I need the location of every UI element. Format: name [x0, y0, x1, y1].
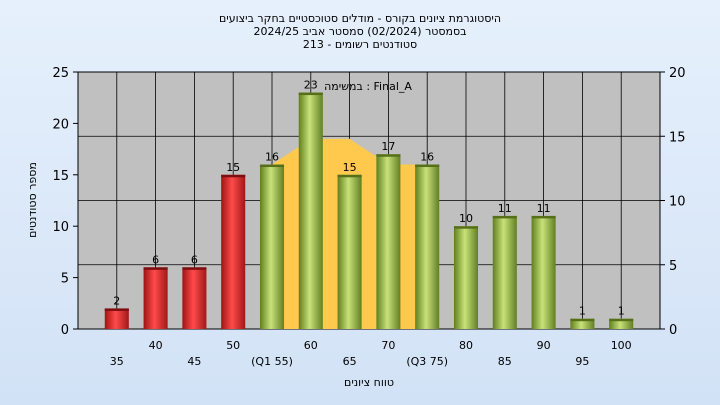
- chart-title-line-3: 213 - סטודנטים רשומים: [303, 38, 417, 51]
- y-axis-title: מספר סטודנטים: [26, 162, 39, 238]
- bar-data-label: 2: [113, 294, 120, 307]
- x-tick-label: 100: [611, 339, 632, 352]
- bar: [104, 308, 129, 329]
- bar-data-label: 23: [304, 79, 318, 92]
- y2-tick-label: 5: [669, 259, 677, 274]
- x-axis-title: טווח ציונים: [344, 376, 394, 389]
- y2-tick-label: 15: [669, 130, 686, 145]
- bar-data-label: 6: [152, 253, 159, 266]
- y2-tick-label: 0: [669, 323, 677, 338]
- bar-top-edge: [221, 174, 246, 178]
- bar-data-label: 1: [618, 305, 625, 318]
- bar: [376, 154, 401, 329]
- bars-layer: [104, 92, 634, 329]
- x-tick-label: 50: [226, 339, 240, 352]
- x-tick-label: 35: [110, 355, 124, 368]
- bar-top-edge: [298, 92, 323, 96]
- bar-data-label: 1: [579, 305, 586, 318]
- x-tick-label: (Q3 75): [406, 355, 448, 368]
- area-label: במשימה : Final_A: [324, 80, 412, 93]
- bar-data-label: 17: [381, 140, 395, 153]
- bar: [221, 174, 246, 329]
- bar-top-edge: [453, 226, 479, 229]
- bar: [492, 215, 517, 329]
- bar: [453, 226, 479, 329]
- y-tick-label: 20: [52, 117, 69, 132]
- bar: [337, 174, 362, 329]
- x-tick-label: 45: [187, 355, 201, 368]
- chart-title-line-2: בסמסטר (02/2024) סמסטר אביב 2024/25: [253, 25, 466, 38]
- y2-tick-label: 10: [669, 195, 686, 210]
- bar-data-label: 11: [498, 202, 512, 215]
- y-tick-label: 5: [61, 272, 69, 287]
- bar-top-edge: [531, 215, 556, 219]
- y-tick-label: 0: [61, 323, 69, 338]
- x-tick-label: 80: [459, 339, 473, 352]
- bar: [415, 164, 440, 329]
- x-tick-label: 70: [381, 339, 395, 352]
- y-axis-right: 0 5 10 15 20: [660, 66, 686, 338]
- bar-top-edge: [492, 215, 517, 219]
- bar-top-edge: [337, 174, 362, 178]
- bar: [298, 92, 323, 329]
- bar-top-edge: [570, 318, 595, 322]
- y-axis-left: 0 5 10 15 20 25: [52, 66, 78, 338]
- bar-data-label: 15: [226, 161, 240, 174]
- x-axis: 35 40 45 50 (Q1 55) 60 65 70 (Q3 75) 80 85 90 95 100: [110, 339, 632, 368]
- x-tick-label: 95: [575, 355, 589, 368]
- bar-top-edge: [376, 154, 401, 157]
- x-tick-label: (Q1 55): [251, 355, 293, 368]
- y-tick-label: 25: [52, 66, 69, 81]
- bar-top-edge: [143, 267, 168, 270]
- x-tick-label: 90: [537, 339, 551, 352]
- chart-title-line-1: היסטוגרמת ציונים בקורס - מודלים סטוכסטיי…: [219, 12, 501, 25]
- bar-data-label: 11: [537, 202, 551, 215]
- y2-tick-label: 20: [669, 66, 686, 81]
- bar: [182, 267, 207, 329]
- bar: [570, 318, 595, 329]
- bar-data-label: 16: [420, 151, 434, 164]
- y-tick-label: 15: [52, 169, 69, 184]
- bar-top-edge: [415, 164, 440, 168]
- x-tick-label: 60: [304, 339, 318, 352]
- bar-top-edge: [609, 318, 634, 322]
- bar: [143, 267, 168, 329]
- bar-data-label: 6: [191, 253, 198, 266]
- bar-data-label: 10: [459, 212, 473, 225]
- x-tick-label: 40: [149, 339, 163, 352]
- bar-top-edge: [104, 308, 129, 311]
- bar-top-edge: [182, 267, 207, 270]
- y-tick-label: 10: [52, 220, 69, 235]
- bar: [531, 215, 556, 329]
- x-tick-label: 85: [498, 355, 512, 368]
- bar-data-label: 16: [265, 151, 279, 164]
- bar-data-label: 15: [343, 161, 357, 174]
- x-tick-label: 65: [343, 355, 357, 368]
- bar-top-edge: [259, 164, 285, 168]
- bar: [259, 164, 285, 329]
- bar: [609, 318, 634, 329]
